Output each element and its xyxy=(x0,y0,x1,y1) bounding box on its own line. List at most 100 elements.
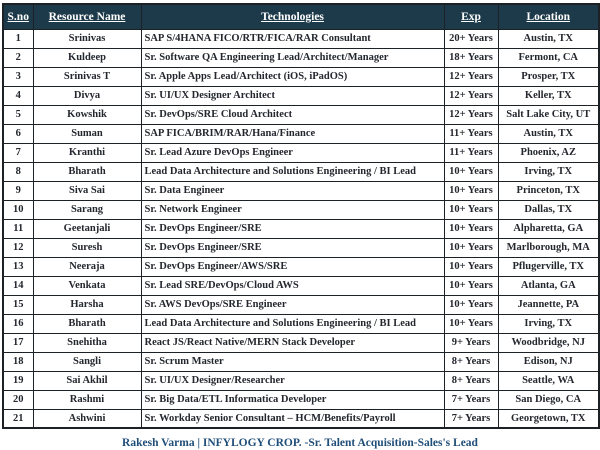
cell-location: Princeton, TX xyxy=(497,180,600,201)
cell-sno: 10 xyxy=(2,199,34,220)
footer-signature: Rakesh Varma | INFYLOGY CROP. -Sr. Talen… xyxy=(122,437,478,449)
cell-location: Dallas, TX xyxy=(497,199,600,220)
cell-exp: 10+ Years xyxy=(443,294,499,315)
cell-sno: 13 xyxy=(2,256,34,277)
cell-sno: 7 xyxy=(2,142,34,163)
cell-location: Woodbridge, NJ xyxy=(497,332,600,353)
cell-tech: SAP S/4HANA FICO/RTR/FICA/RAR Consultant xyxy=(140,28,445,49)
cell-location: Edison, NJ xyxy=(497,351,600,372)
cell-name: Rashmi xyxy=(32,389,142,410)
cell-tech: Sr. Big Data/ETL Informatica Developer xyxy=(140,389,445,410)
cell-location: Pflugerville, TX xyxy=(497,256,600,277)
table-row: 3 Srinivas T Sr. Apple Apps Lead/Architect… xyxy=(2,66,600,87)
cell-sno: 16 xyxy=(2,313,34,334)
cell-name: Sarang xyxy=(32,199,142,220)
cell-tech: Sr. Workday Senior Consultant – HCM/Bene… xyxy=(140,408,445,429)
cell-location: Irving, TX xyxy=(497,161,600,182)
cell-sno: 4 xyxy=(2,85,34,106)
cell-sno: 1 xyxy=(2,28,34,49)
cell-tech: Sr. DevOps Engineer/SRE xyxy=(140,218,445,239)
cell-exp: 11+ Years xyxy=(443,123,499,144)
cell-name: Suman xyxy=(32,123,142,144)
cell-name: Kranthi xyxy=(32,142,142,163)
table-row: 18 Sangli Sr. Scrum Master 8+ Years Edison, … xyxy=(2,351,600,372)
cell-tech: Sr. Lead Azure DevOps Engineer xyxy=(140,142,445,163)
cell-tech: Sr. DevOps Engineer/SRE xyxy=(140,237,445,258)
cell-exp: 12+ Years xyxy=(443,85,499,106)
table-row: 5 Kowshik Sr. DevOps/SRE Cloud Architect 12… xyxy=(2,104,600,125)
cell-sno: 2 xyxy=(2,47,34,68)
cell-tech: Sr. Scrum Master xyxy=(140,351,445,372)
cell-name: Snehitha xyxy=(32,332,142,353)
cell-location: Prosper, TX xyxy=(497,66,600,87)
cell-tech: Sr. Apple Apps Lead/Architect (iOS, iPad… xyxy=(140,66,445,87)
cell-tech: Sr. Data Engineer xyxy=(140,180,445,201)
cell-sno: 19 xyxy=(2,370,34,391)
cell-exp: 7+ Years xyxy=(443,389,499,410)
cell-name: Divya xyxy=(32,85,142,106)
cell-exp: 12+ Years xyxy=(443,104,499,125)
table-row: 14 Venkata Sr. Lead SRE/DevOps/Cloud AWS 10… xyxy=(2,275,600,296)
cell-tech: Sr. AWS DevOps/SRE Engineer xyxy=(140,294,445,315)
cell-location: San Diego, CA xyxy=(497,389,600,410)
table-row: 13 Neeraja Sr. DevOps Engineer/AWS/SRE 10+ … xyxy=(2,256,600,277)
cell-tech: Sr. UI/UX Designer/Researcher xyxy=(140,370,445,391)
cell-tech: SAP FICA/BRIM/RAR/Hana/Finance xyxy=(140,123,445,144)
cell-exp: 10+ Years xyxy=(443,275,499,296)
cell-name: Srinivas T xyxy=(32,66,142,87)
cell-exp: 11+ Years xyxy=(443,142,499,163)
cell-name: Harsha xyxy=(32,294,142,315)
cell-sno: 21 xyxy=(2,408,34,429)
cell-location: Phoenix, AZ xyxy=(497,142,600,163)
column-header-sno: S.no xyxy=(2,3,34,30)
cell-sno: 20 xyxy=(2,389,34,410)
cell-name: Kowshik xyxy=(32,104,142,125)
cell-location: Keller, TX xyxy=(497,85,600,106)
cell-name: Siva Sai xyxy=(32,180,142,201)
cell-tech: Sr. Network Engineer xyxy=(140,199,445,220)
cell-exp: 10+ Years xyxy=(443,199,499,220)
cell-sno: 6 xyxy=(2,123,34,144)
cell-sno: 11 xyxy=(2,218,34,239)
cell-location: Georgetown, TX xyxy=(497,408,600,429)
cell-sno: 15 xyxy=(2,294,34,315)
cell-location: Seattle, WA xyxy=(497,370,600,391)
cell-exp: 10+ Years xyxy=(443,256,499,277)
cell-name: Venkata xyxy=(32,275,142,296)
resource-table: S.no Resource Name Technologies Exp Loca… xyxy=(2,3,600,429)
cell-exp: 8+ Years xyxy=(443,370,499,391)
cell-sno: 8 xyxy=(2,161,34,182)
table-row: 11 Geetanjali Sr. DevOps Engineer/SRE 10+ Y… xyxy=(2,218,600,239)
header-row: S.no Resource Name Technologies Exp Loca… xyxy=(2,3,600,30)
cell-location: Austin, TX xyxy=(497,28,600,49)
cell-tech: Sr. Lead SRE/DevOps/Cloud AWS xyxy=(140,275,445,296)
cell-exp: 18+ Years xyxy=(443,47,499,68)
cell-sno: 17 xyxy=(2,332,34,353)
cell-name: Geetanjali xyxy=(32,218,142,239)
cell-name: Sai Akhil xyxy=(32,370,142,391)
cell-exp: 10+ Years xyxy=(443,313,499,334)
table-header: S.no Resource Name Technologies Exp Loca… xyxy=(2,3,600,30)
table-row: 6 Suman SAP FICA/BRIM/RAR/Hana/Finance 11+ … xyxy=(2,123,600,144)
cell-location: Fermont, CA xyxy=(497,47,600,68)
cell-tech: Lead Data Architecture and Solutions Eng… xyxy=(140,313,445,334)
cell-tech: React JS/React Native/MERN Stack Develop… xyxy=(140,332,445,353)
table-row: 1 Srinivas SAP S/4HANA FICO/RTR/FICA/RAR C… xyxy=(2,28,600,49)
cell-location: Marlborough, MA xyxy=(497,237,600,258)
table-row: 7 Kranthi Sr. Lead Azure DevOps Engineer 11… xyxy=(2,142,600,163)
cell-tech: Lead Data Architecture and Solutions Eng… xyxy=(140,161,445,182)
table-row: 9 Siva Sai Sr. Data Engineer 10+ Years Princ… xyxy=(2,180,600,201)
cell-exp: 12+ Years xyxy=(443,66,499,87)
cell-location: Austin, TX xyxy=(497,123,600,144)
cell-name: Kuldeep xyxy=(32,47,142,68)
cell-tech: Sr. Software QA Engineering Lead/Archite… xyxy=(140,47,445,68)
table-body: 1 Srinivas SAP S/4HANA FICO/RTR/FICA/RAR C… xyxy=(2,28,600,429)
table-row: 2 Kuldeep Sr. Software QA Engineering Lead… xyxy=(2,47,600,68)
cell-tech: Sr. DevOps Engineer/AWS/SRE xyxy=(140,256,445,277)
cell-name: Sangli xyxy=(32,351,142,372)
cell-name: Ashwini xyxy=(32,408,142,429)
column-header-name: Resource Name xyxy=(32,3,142,30)
cell-sno: 12 xyxy=(2,237,34,258)
cell-exp: 10+ Years xyxy=(443,237,499,258)
